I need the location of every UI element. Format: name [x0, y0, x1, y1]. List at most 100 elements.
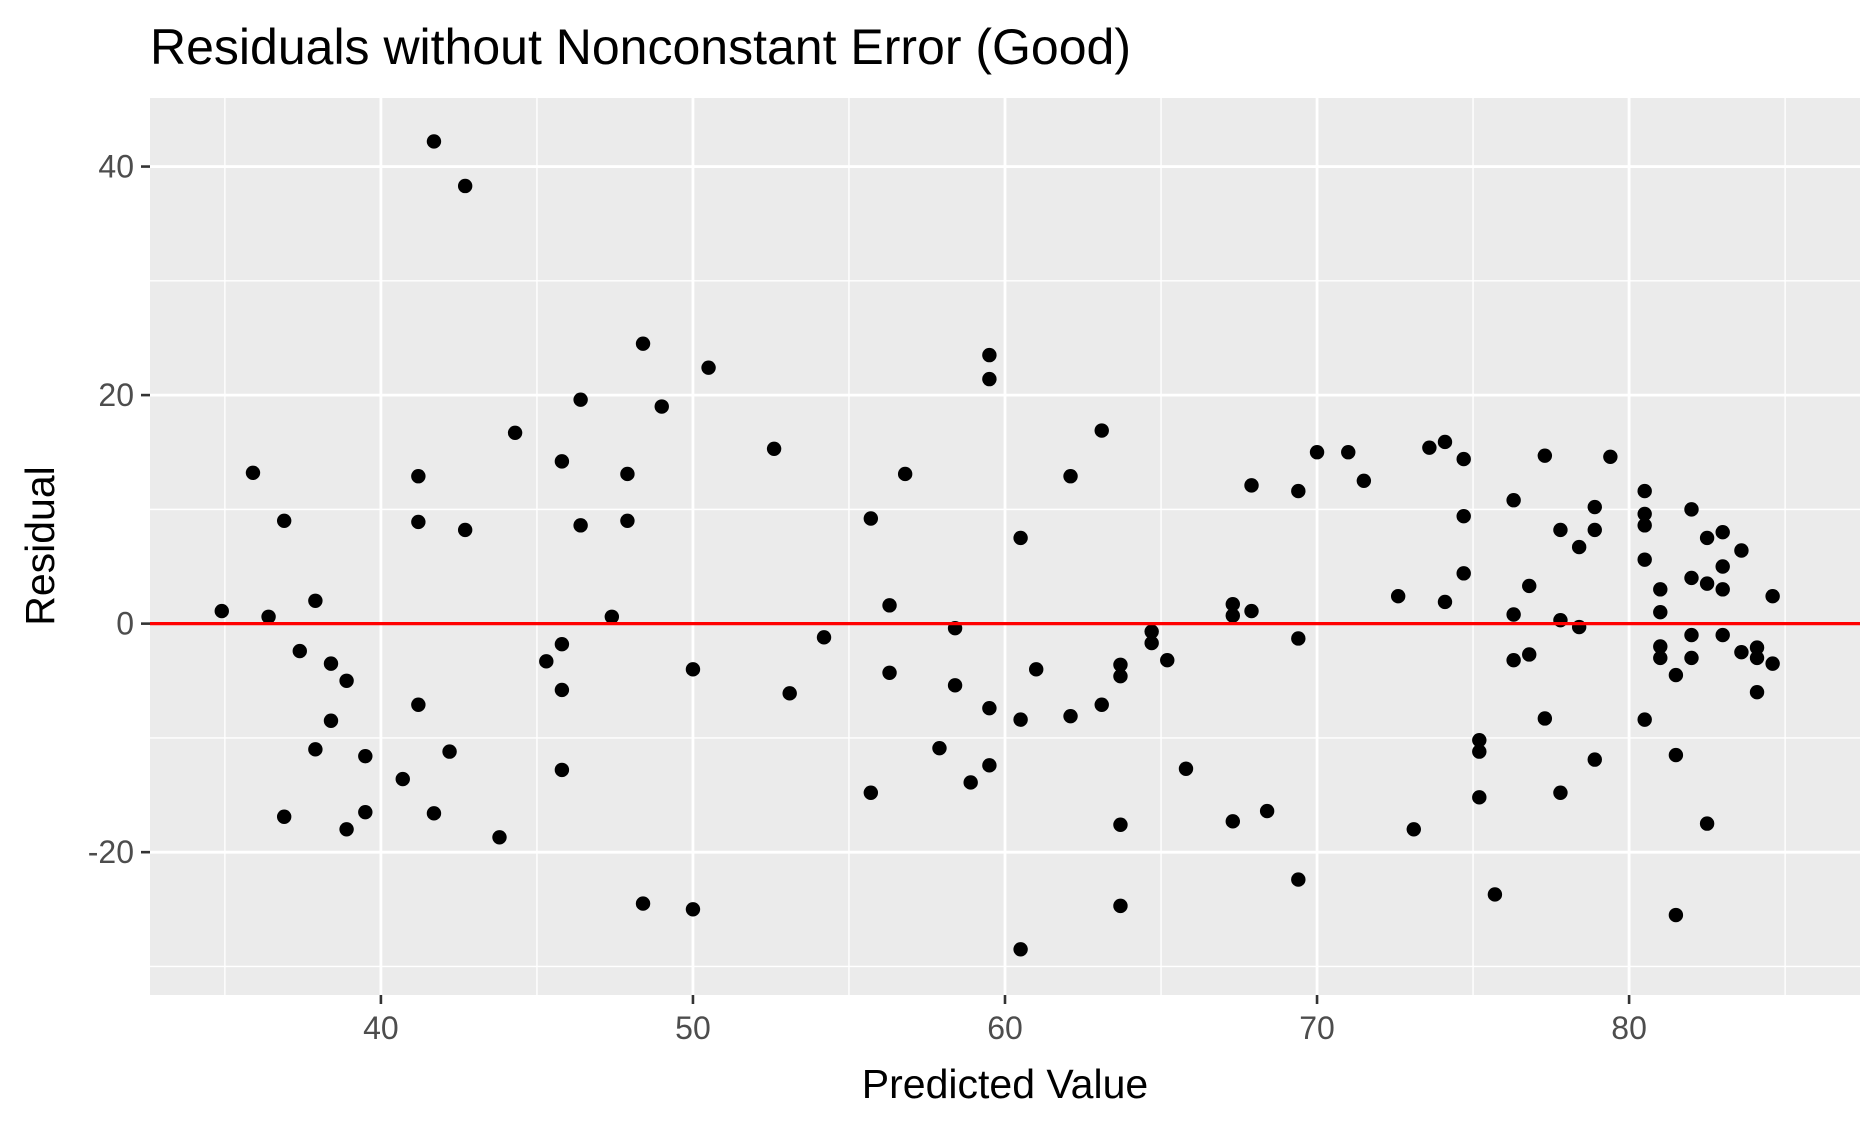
data-point [308, 593, 323, 608]
data-point [982, 371, 997, 387]
data-point [1587, 522, 1602, 538]
data-point [1309, 445, 1325, 460]
data-point [1637, 483, 1652, 499]
data-point [395, 771, 410, 787]
data-point [1715, 559, 1730, 574]
data-point [1684, 650, 1699, 666]
minor-gridlines-x [224, 98, 1786, 995]
data-point [863, 785, 879, 800]
data-point [261, 609, 276, 624]
data-point [457, 522, 473, 538]
data-point [1715, 627, 1730, 643]
data-point [1013, 530, 1028, 546]
data-point [1437, 434, 1453, 450]
data-point [963, 775, 978, 790]
data-point [1472, 790, 1487, 805]
data-point [1506, 493, 1521, 508]
data-point [339, 673, 354, 688]
data-point [882, 665, 897, 680]
data-point [426, 134, 442, 149]
data-point [1765, 656, 1780, 671]
data-point [1699, 576, 1715, 591]
data-point [411, 514, 426, 530]
data-point [292, 643, 307, 659]
data-point [932, 740, 947, 756]
data-point [492, 830, 507, 845]
data-point [358, 748, 373, 764]
data-point [1734, 644, 1749, 660]
data-point [1244, 603, 1259, 619]
data-point [214, 603, 229, 619]
data-point [1637, 506, 1652, 522]
data-point [604, 609, 620, 624]
data-point [1225, 608, 1240, 623]
data-point [1063, 469, 1078, 484]
data-point [1668, 667, 1684, 683]
data-point [1244, 478, 1259, 493]
data-point [573, 518, 588, 533]
data-point [1094, 697, 1109, 712]
data-point [1684, 570, 1699, 586]
data-point [1637, 712, 1652, 727]
data-point [1356, 473, 1372, 488]
x-tick-label: 50 [675, 1010, 711, 1046]
data-point [982, 347, 997, 363]
data-point [701, 360, 716, 375]
data-point [1653, 605, 1668, 620]
y-axis-title: Residual [17, 466, 63, 626]
data-point [1506, 607, 1521, 622]
data-point [1422, 440, 1437, 455]
data-point [1291, 631, 1306, 646]
data-point [816, 630, 832, 645]
data-point [1259, 803, 1275, 819]
data-point [1406, 822, 1421, 837]
data-point [1603, 449, 1618, 464]
data-point [1113, 898, 1128, 914]
data-point [1178, 761, 1194, 776]
data-point [276, 809, 292, 824]
data-point [1553, 613, 1568, 628]
data-point [1571, 619, 1587, 635]
x-tick-label: 40 [363, 1010, 399, 1046]
data-point [1715, 582, 1730, 597]
y-tick-label: 20 [98, 377, 134, 413]
data-point [982, 700, 997, 716]
data-point [863, 511, 879, 526]
data-point [635, 896, 651, 911]
data-point [1537, 448, 1553, 463]
data-point [554, 762, 570, 778]
data-point [1113, 668, 1128, 684]
data-point [1668, 747, 1684, 763]
data-point [1684, 627, 1699, 643]
data-point [1225, 814, 1240, 829]
data-point [620, 513, 635, 528]
major-gridlines-x [379, 98, 1631, 995]
data-point [1699, 816, 1715, 831]
data-point [1291, 483, 1306, 499]
data-point [1553, 785, 1568, 800]
data-point [1437, 594, 1453, 610]
data-point [1013, 942, 1028, 957]
data-point [1063, 708, 1078, 724]
x-axis-title: Predicted Value [862, 1061, 1148, 1107]
data-point [323, 713, 339, 728]
data-point [411, 469, 426, 484]
data-point [1522, 647, 1537, 662]
data-point [1715, 525, 1730, 540]
data-point [1684, 502, 1699, 517]
data-point [573, 392, 588, 407]
data-point [245, 465, 261, 480]
data-point [411, 697, 426, 712]
data-point [507, 425, 523, 441]
data-point [766, 441, 782, 457]
data-point [1749, 684, 1765, 700]
data-point [882, 598, 897, 613]
data-point [276, 513, 292, 528]
data-point [1587, 752, 1602, 767]
data-point [1029, 662, 1044, 677]
data-point [1749, 640, 1765, 655]
data-point [1653, 639, 1668, 654]
data-point [1487, 887, 1503, 902]
data-point [1472, 732, 1487, 748]
x-tick-label: 60 [987, 1010, 1023, 1046]
